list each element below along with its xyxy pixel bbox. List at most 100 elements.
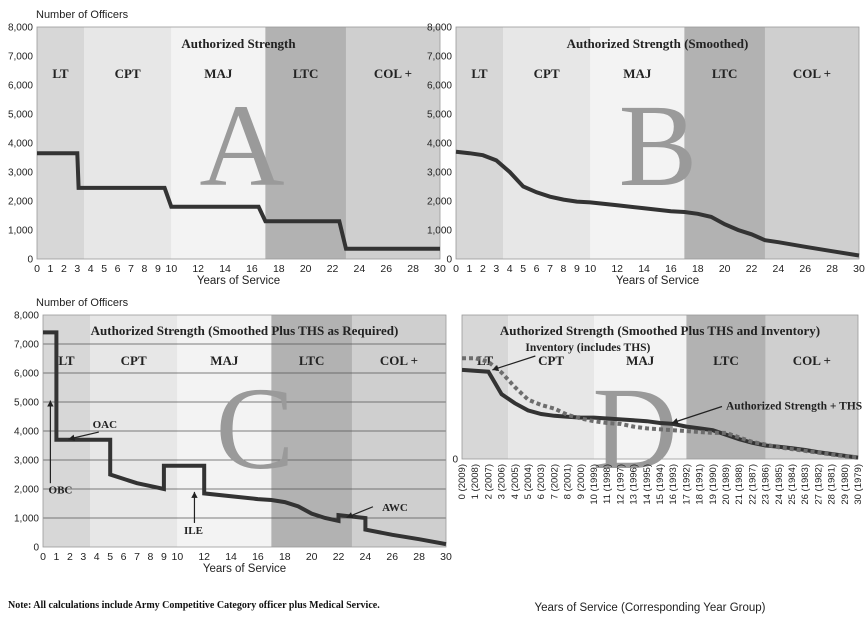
chart-title: Authorized Strength [181,36,296,51]
band-label: CPT [538,353,564,368]
y-tick-label: 6,000 [8,81,33,92]
x-tick-label: 26 (1983) [800,464,811,505]
x-tick-label: 22 [327,263,339,275]
x-tick-label: 17 (1992) [681,464,692,505]
x-tick-label: 22 [333,551,345,563]
chart-title: Authorized Strength (Smoothed) [567,36,749,51]
panel-letter: C [216,363,295,494]
band-lt [37,27,85,259]
y-tick-label: 1,000 [8,226,33,237]
y-tick-label: 0 [452,455,458,466]
y-tick-label: 1,000 [14,514,39,525]
x-tick-label: 20 [300,263,312,275]
x-tick-label: 10 (1999) [589,464,600,505]
x-tick-label: 26 [380,263,392,275]
band-label: LTC [712,66,738,81]
x-tick-label: 10 [171,551,183,563]
x-tick-label: 6 (2003) [536,464,547,499]
band-maj [590,27,685,259]
x-tick-label: 13 (1996) [629,464,640,505]
band-cpt [503,27,591,259]
band-label: MAJ [204,66,233,81]
x-tick-label: 8 (2001) [563,464,574,499]
chart-panel-c: LT CPT MAJ LTC COL + C Authorized Strength (Sm… [14,297,452,575]
arrow-head [191,491,198,498]
panel-letter: B [619,80,698,211]
x-tick-label: 28 (1981) [827,464,838,505]
x-tick-label: 12 [192,263,204,275]
band-ltc [684,27,765,259]
plot-frame [455,26,860,260]
band-label: COL + [380,353,418,368]
x-tick-label: 10 [584,263,596,275]
y-tick-label: 4,000 [427,139,452,150]
chart-title: Authorized Strength (Smoothed Plus THS a… [500,323,820,338]
y-tick-label: 6,000 [427,81,452,92]
arrow-head [492,365,500,372]
band-label: LTC [299,353,325,368]
y-tick-label: 5,000 [14,398,39,409]
annotation-label: OBC [49,484,73,496]
x-tick-label: 2 (2007) [483,464,494,499]
annotation-arrow [492,355,536,371]
y-axis-label: Number of Officers [36,297,129,309]
annotation-arrow [671,405,723,424]
x-tick-label: 8 [142,263,148,275]
x-tick-label: 4 [507,263,513,275]
band-lt [462,315,509,459]
x-tick-label: 28 [826,263,838,275]
chart-panel-b: LT CPT MAJ LTC COL + B Authorized Strength (Sm… [427,23,865,288]
band-label: LTC [293,66,319,81]
x-tick-label: 18 (1991) [695,464,706,505]
x-tick-label: 1 [48,263,54,275]
x-tick-label: 9 [574,263,580,275]
x-tick-label: 20 (1989) [721,464,732,505]
y-tick-label: 0 [27,255,33,266]
x-tick-label: 1 [467,263,473,275]
x-tick-label: 7 (2002) [549,464,560,499]
x-tick-label: 30 [440,551,452,563]
footnote: Note: All calculations include Army Comp… [8,600,380,611]
x-tick-label: 24 (1985) [774,464,785,505]
x-tick-label: 0 [453,263,459,275]
x-tick-label: 15 (1994) [655,464,666,505]
x-tick-label: 24 [773,263,785,275]
x-tick-label: 22 (1987) [747,464,758,505]
y-tick-label: 2,000 [14,485,39,496]
x-tick-label: 27 (1982) [813,464,824,505]
x-tick-label: 6 [534,263,540,275]
x-tick-label: 19 (1990) [708,464,719,505]
y-tick-label: 1,000 [427,226,452,237]
band-label: MAJ [623,66,652,81]
x-tick-label: 4 (2005) [510,464,521,499]
band-label: MAJ [626,353,655,368]
band-label: LT [471,66,487,81]
band-label: MAJ [210,353,239,368]
x-tick-label: 14 [225,551,237,563]
x-tick-label: 7 [547,263,553,275]
y-tick-label: 5,000 [8,110,33,121]
y-tick-label: 7,000 [8,52,33,63]
x-tick-label: 16 (1993) [668,464,679,505]
x-tick-label: 9 [161,551,167,563]
x-tick-label: 28 [413,551,425,563]
y-tick-label: 2,000 [427,197,452,208]
band-maj [171,27,266,259]
x-tick-label: 18 [273,263,285,275]
y-axis-label: Number of Officers [36,9,129,21]
y-tick-label: 7,000 [14,340,39,351]
x-tick-label: 8 [148,551,154,563]
x-tick-label: 2 [61,263,67,275]
band-col [345,27,440,259]
x-tick-label: 0 [34,263,40,275]
x-tick-label: 1 (2008) [470,464,481,499]
annotation-label: OAC [93,419,118,431]
x-tick-label: 26 [386,551,398,563]
x-tick-label: 9 (2000) [576,464,587,499]
x-tick-label: 6 [115,263,121,275]
band-label: LT [58,353,74,368]
band-cpt [84,27,172,259]
x-tick-label: 0 [40,551,46,563]
band-label: COL + [374,66,412,81]
